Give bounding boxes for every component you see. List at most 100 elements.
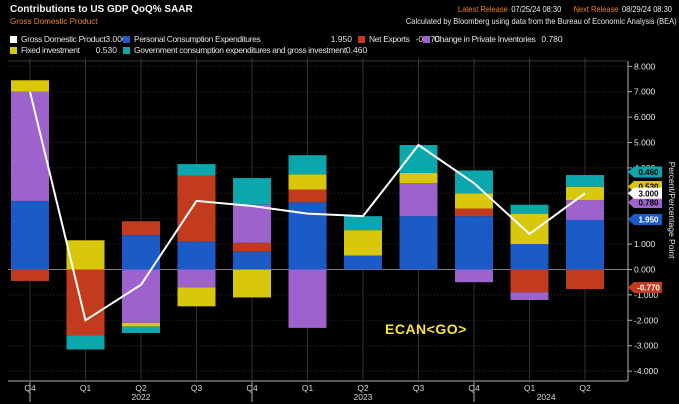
release-info: Latest Release 07/25/24 08:30 Next Release… — [458, 4, 677, 14]
legend-item-fixed[interactable]: Fixed investment 0.530 — [10, 45, 117, 55]
bar-segment-inv — [399, 183, 438, 217]
bar-segment-govt — [177, 164, 216, 176]
bar-segment-govt — [122, 326, 160, 333]
axis-badge-govt — [628, 166, 662, 178]
bar-segment-govt — [566, 175, 604, 187]
legend-swatch-netx — [358, 35, 365, 43]
x-axis-year-label: 2024 — [537, 392, 556, 402]
y-axis-tick-label: -1.000 — [634, 290, 658, 300]
legend-item-gdp[interactable]: Gross Domestic Product 3.000 — [10, 34, 127, 44]
x-axis-quarter-label: Q1 — [524, 383, 536, 393]
bar-segment-inv — [177, 269, 216, 288]
legend-swatch-fixed — [10, 46, 17, 54]
x-axis-quarter-label: Q1 — [302, 383, 314, 393]
x-axis-quarter-label: Q3 — [413, 383, 425, 393]
bar-segment-govt — [510, 204, 549, 214]
bar-segment-govt — [233, 178, 271, 205]
bar-segment-netx — [122, 221, 160, 236]
y-axis-tick-label: -2.000 — [634, 315, 658, 325]
legend-value-inv: 0.780 — [541, 34, 563, 44]
axis-badge-label-govt: 0.460 — [638, 168, 659, 177]
legend-value-fixed: 0.530 — [95, 45, 117, 55]
command-hint: ECAN<GO> — [385, 321, 467, 337]
bar-segment-fixed — [288, 174, 327, 190]
bar-segment-inv — [233, 204, 271, 243]
bar-segment-inv — [288, 269, 327, 328]
bar-segment-fixed — [344, 230, 382, 256]
y-axis-tick-label: 7.000 — [634, 87, 656, 97]
bar-segment-inv — [566, 200, 604, 220]
legend-label-pce: Personal Consumption Expenditures — [134, 34, 261, 44]
bar-segment-inv — [122, 269, 160, 323]
axis-badge-label-fixed: 0.530 — [638, 182, 659, 191]
x-axis-quarter-label: Q2 — [579, 383, 591, 393]
y-axis-title: Percent/Percentage Point — [667, 162, 677, 260]
chart-title: Contributions to US GDP QoQ% SAAR — [10, 3, 193, 15]
bar-segment-govt — [399, 145, 438, 173]
bar-segment-netx — [233, 242, 271, 252]
bar-segment-pce — [399, 216, 438, 270]
bar-segment-govt — [288, 155, 327, 175]
axis-badge-pce — [628, 213, 662, 225]
bar-segment-pce — [122, 235, 160, 270]
latest-release-value: 07/25/24 08:30 — [511, 4, 562, 14]
x-axis-quarter-label: Q2 — [357, 383, 369, 393]
axis-badge-inv — [628, 196, 662, 208]
legend-value-pce: 1.950 — [330, 34, 352, 44]
legend-row-1: Gross Domestic Product 3.000 Personal Cons… — [0, 34, 679, 44]
x-axis-quarter-label: Q1 — [80, 383, 92, 393]
bar-segment-netx — [177, 175, 216, 242]
bar-segment-pce — [455, 216, 493, 270]
legend-row-2: Fixed investment 0.530 Government consumpt… — [0, 45, 679, 55]
legend-label-fixed: Fixed investment — [21, 45, 80, 55]
bar-segment-fixed — [510, 213, 549, 245]
gdp-line — [29, 91, 586, 322]
latest-release-label: Latest Release — [457, 4, 508, 14]
source-note: Calculated by Bloomberg using data from … — [406, 15, 677, 26]
next-release-value: 08/29/24 08:30 — [621, 4, 672, 14]
axis-badge-label-netx: -0.770 — [637, 284, 660, 293]
legend-item-govt[interactable]: Government consumption expenditures and … — [123, 45, 367, 55]
bar-segment-netx — [288, 189, 327, 203]
bar-segment-pce — [344, 255, 382, 270]
legend-item-pce[interactable]: Personal Consumption Expenditures 1.950 — [123, 34, 352, 44]
bar-segment-netx — [11, 269, 49, 281]
bar-segment-inv — [455, 269, 493, 283]
legend-label-inv: Change in Private Inventories — [434, 34, 536, 44]
chart-subtitle: Gross Domestic Product — [10, 16, 98, 26]
bar-segment-fixed — [122, 322, 160, 327]
legend-label-gdp: Gross Domestic Product — [21, 34, 106, 44]
legend-swatch-pce — [123, 35, 130, 43]
y-axis-tick-label: 0.000 — [634, 265, 656, 275]
axis-badge-label-gdp: 3.000 — [638, 189, 659, 198]
legend-label-netx: Net Exports — [369, 34, 410, 44]
legend-swatch-govt — [123, 46, 130, 54]
legend-item-inv[interactable]: Change in Private Inventories 0.780 — [423, 34, 563, 44]
y-axis-tick-label: 5.000 — [634, 138, 656, 148]
legend-swatch-inv — [423, 35, 430, 43]
x-axis-quarter-label: Q2 — [135, 383, 147, 393]
bar-segment-pce — [566, 219, 604, 270]
legend-swatch-gdp — [10, 35, 17, 43]
bar-segment-fixed — [399, 172, 438, 184]
y-axis-tick-label: 8.000 — [634, 61, 656, 71]
bar-segment-fixed — [11, 80, 49, 92]
y-axis-tick-label: -4.000 — [634, 366, 658, 376]
bar-segment-govt — [344, 216, 382, 231]
y-axis-tick-label: 6.000 — [634, 112, 656, 122]
bar-segment-pce — [177, 241, 216, 270]
axis-badge-label-pce: 1.950 — [638, 215, 659, 224]
x-axis-year-label: 2022 — [132, 392, 151, 402]
axis-badge-netx — [628, 282, 662, 294]
axis-badge-gdp — [628, 187, 662, 199]
x-axis-quarter-label: Q3 — [191, 383, 203, 393]
x-axis-year-label: 2023 — [354, 392, 373, 402]
bar-segment-netx — [455, 208, 493, 217]
bar-segment-netx — [510, 269, 549, 293]
bar-segment-netx — [66, 269, 105, 336]
axis-badge-label-inv: 0.780 — [638, 198, 659, 207]
y-axis-tick-label: 1.000 — [634, 239, 656, 249]
bar-segment-fixed — [177, 287, 216, 307]
bar-segment-pce — [11, 200, 49, 270]
